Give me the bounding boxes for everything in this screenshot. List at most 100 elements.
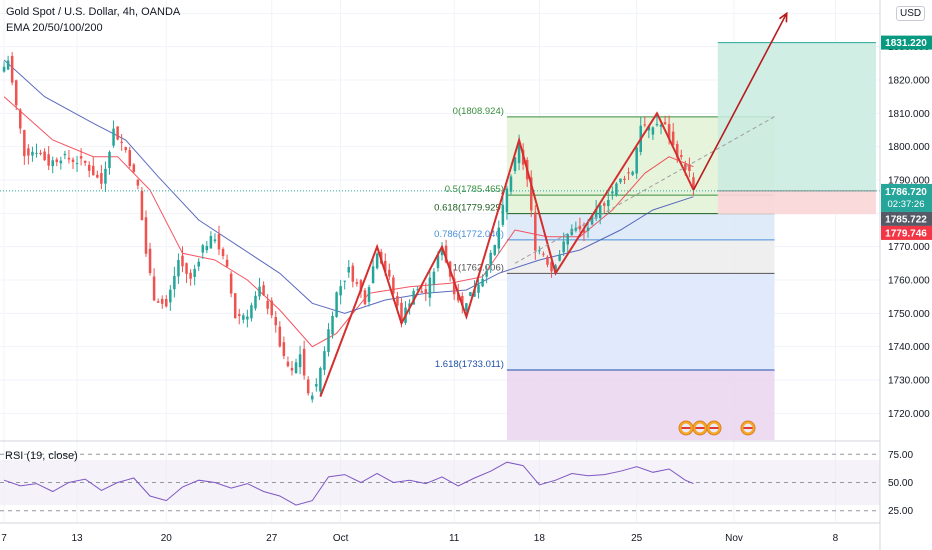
candle-body — [684, 163, 687, 170]
indicator-legend[interactable]: EMA 20/50/100/200 — [6, 22, 103, 34]
rsi-tick-label: 50.00 — [888, 478, 913, 489]
candle-body — [570, 228, 574, 236]
candle-body — [31, 151, 34, 156]
candle-body — [538, 250, 541, 252]
candle-body — [181, 255, 184, 267]
candle-body — [582, 229, 586, 233]
candle-body — [87, 164, 91, 171]
candle-body — [461, 295, 464, 306]
currency-button[interactable]: USD — [896, 6, 926, 21]
candle-body — [100, 173, 103, 184]
candle-body — [339, 286, 342, 296]
candle-body — [286, 361, 290, 367]
candle-body — [225, 259, 229, 267]
candle-body — [432, 271, 436, 285]
candle-body — [586, 227, 590, 231]
candle-body — [315, 383, 318, 387]
zigzag-pattern-line[interactable] — [319, 111, 695, 398]
candle-body — [63, 153, 67, 156]
candle-body — [144, 217, 148, 254]
candle-body — [655, 123, 659, 126]
time-tick-label: 20 — [161, 533, 173, 544]
candle-body — [489, 252, 492, 265]
candle-body — [602, 203, 606, 206]
fib-zone — [506, 369, 775, 440]
candle-body — [493, 244, 497, 255]
candle-body — [611, 191, 614, 194]
candle-body — [47, 154, 50, 166]
candle-body — [517, 143, 521, 164]
candle-body — [594, 209, 598, 219]
candle-body — [327, 329, 330, 352]
candle-body — [529, 177, 533, 211]
candle-body — [290, 367, 294, 371]
candle-body — [375, 253, 379, 269]
candle-body — [619, 178, 622, 183]
candle-body — [238, 314, 241, 316]
projection-arrow-line[interactable] — [692, 12, 788, 191]
long-position-tool[interactable] — [717, 42, 876, 215]
time-tick-label: 7 — [1, 533, 7, 544]
rsi-legend[interactable]: RSI (19, close) — [5, 450, 78, 462]
candle-body — [71, 159, 75, 163]
projection-dashed-line[interactable] — [514, 116, 775, 264]
price-tick-label: 1750.000 — [888, 309, 930, 320]
candle-body — [6, 60, 10, 70]
candle-body — [169, 289, 172, 303]
candle-body — [400, 302, 403, 324]
candle-body — [35, 152, 38, 154]
candle-body — [469, 291, 472, 297]
candle-body — [221, 248, 225, 257]
candle-body — [67, 157, 71, 160]
candle-body — [505, 188, 509, 213]
candle-body — [623, 178, 626, 180]
candle-body — [51, 160, 54, 167]
candle-body — [392, 277, 395, 294]
price-tick-label: 1820.000 — [888, 76, 930, 87]
candle-body — [282, 342, 286, 356]
candle-body — [104, 168, 107, 184]
candle-body — [120, 141, 123, 144]
candle-body — [651, 127, 655, 135]
price-tick-label: 1760.000 — [888, 276, 930, 287]
candle-body — [209, 236, 213, 249]
candle-body — [355, 282, 359, 284]
candle-body — [627, 172, 630, 174]
candle-body — [412, 290, 415, 305]
candle-body — [19, 109, 22, 129]
candle-body — [132, 164, 136, 172]
price-tick-label: 1810.000 — [888, 109, 930, 120]
candle-body — [213, 239, 217, 242]
candle-body — [631, 171, 634, 175]
candle-body — [270, 300, 273, 316]
candle-body — [501, 204, 505, 225]
pattern-drawing[interactable] — [319, 11, 788, 398]
candle-body — [534, 212, 537, 251]
candle-body — [262, 285, 265, 296]
event-flags[interactable] — [678, 420, 756, 436]
candle-body — [667, 124, 671, 139]
price-tick-label: 1720.000 — [888, 409, 930, 420]
candle-body — [347, 266, 351, 273]
candle-body — [367, 287, 371, 302]
ema-line — [3, 59, 694, 314]
candle-body — [388, 269, 391, 277]
candle-body — [294, 362, 298, 374]
candle-body — [92, 165, 95, 176]
candle-body — [566, 234, 569, 245]
candle-body — [635, 147, 638, 174]
candle-body — [509, 176, 513, 192]
candle-body — [428, 277, 432, 298]
candle-body — [558, 254, 561, 261]
candle-body — [43, 151, 46, 161]
candle-body — [136, 179, 140, 186]
candle-body — [75, 163, 79, 165]
candle-body — [10, 55, 14, 83]
candle-body — [477, 284, 480, 293]
symbol-title[interactable]: Gold Spot / U.S. Dollar, 4h, OANDA — [6, 6, 181, 18]
time-tick-label: 8 — [833, 533, 839, 544]
price-tick-label: 1800.000 — [888, 142, 930, 153]
us-flag-event-icon-stripe — [695, 427, 705, 429]
